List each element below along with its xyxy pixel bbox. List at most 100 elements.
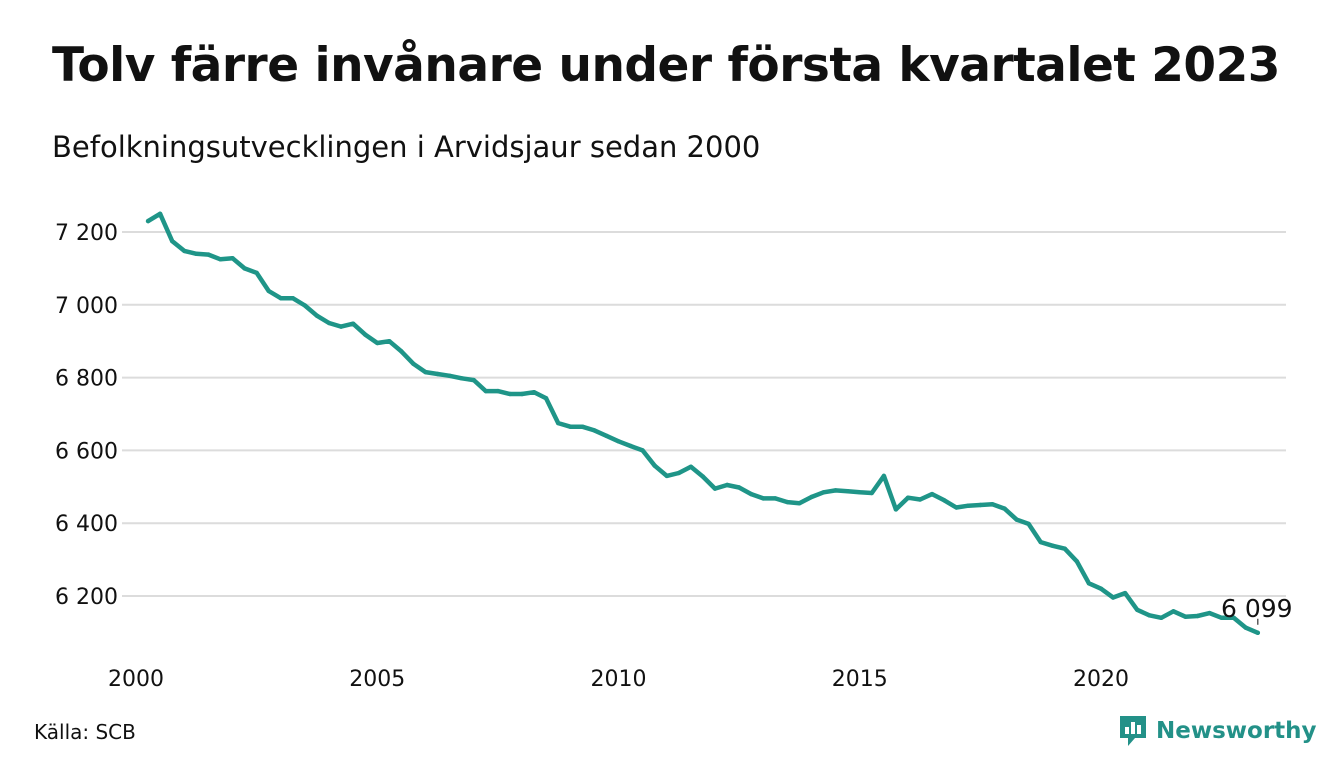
data-point (242, 266, 247, 271)
data-point (869, 490, 874, 496)
data-point (652, 463, 657, 468)
data-point (326, 320, 332, 326)
data-point (1014, 517, 1019, 522)
data-point (230, 256, 235, 261)
data-point (821, 490, 826, 495)
y-tick-label: 7 200 (55, 221, 118, 246)
y-tick-label: 6 800 (55, 367, 118, 392)
data-point (363, 332, 368, 337)
y-tick-label: 6 400 (55, 512, 118, 537)
data-point (1050, 543, 1056, 548)
data-point (1002, 506, 1007, 511)
data-point (194, 251, 199, 256)
data-point (543, 396, 549, 401)
data-point (218, 257, 223, 262)
data-point (809, 494, 814, 500)
data-point (1195, 613, 1200, 619)
data-point (1159, 615, 1164, 620)
data-point (616, 439, 621, 444)
source-label: Källa: SCB (34, 720, 136, 744)
data-point (1147, 613, 1152, 618)
data-point (845, 489, 850, 494)
data-point (797, 501, 802, 506)
data-point (785, 499, 790, 505)
data-point (773, 496, 778, 501)
data-point (290, 296, 295, 301)
series-line (145, 211, 1261, 636)
data-point (423, 369, 428, 375)
data-point (724, 482, 730, 488)
data-point (495, 388, 501, 394)
data-point (1255, 630, 1261, 635)
data-point (833, 488, 838, 493)
data-point (157, 211, 163, 216)
x-tick-label: 2005 (349, 667, 405, 692)
y-tick-label: 6 200 (55, 585, 118, 610)
data-point (1086, 581, 1092, 586)
data-point (519, 391, 525, 397)
data-point (688, 464, 694, 469)
data-point (145, 218, 151, 224)
data-point (592, 428, 597, 433)
data-point (399, 349, 404, 354)
data-point (664, 473, 669, 479)
data-point (507, 391, 513, 397)
data-point (483, 388, 488, 394)
newsworthy-logo-icon (1120, 716, 1146, 746)
gridlines (122, 231, 1286, 597)
data-point (905, 495, 911, 500)
data-point (254, 270, 259, 275)
data-point (1183, 614, 1188, 619)
data-point (568, 424, 573, 429)
data-point (990, 502, 995, 507)
chart-subtitle: Befolkningsutvecklingen i Arvidsjaur sed… (52, 130, 761, 164)
data-point (1110, 595, 1116, 600)
data-point (966, 503, 971, 508)
x-axis-tick-labels: 2000 2005 2010 2015 2020 (108, 667, 1129, 692)
data-point (387, 339, 392, 344)
y-axis-tick-labels: 6 200 6 400 6 600 6 800 7 000 7 200 (55, 221, 118, 610)
data-point (1219, 615, 1224, 620)
brand-logo[interactable]: Newsworthy (1118, 714, 1317, 748)
data-point (170, 238, 175, 244)
data-point (1026, 521, 1031, 527)
data-point (857, 490, 862, 495)
series-layer (145, 211, 1261, 636)
data-point (459, 376, 464, 381)
data-point (302, 303, 308, 308)
data-point (917, 497, 923, 502)
data-point (580, 424, 585, 429)
x-tick-label: 2000 (108, 667, 164, 692)
data-point (266, 288, 271, 294)
x-tick-label: 2020 (1073, 667, 1129, 692)
data-point (640, 448, 645, 453)
data-point (411, 361, 416, 366)
data-point (182, 248, 187, 254)
data-point (700, 474, 706, 479)
data-point (435, 371, 440, 377)
data-point (628, 443, 633, 449)
data-point (929, 491, 935, 497)
data-point (278, 296, 283, 301)
data-point (1207, 610, 1212, 616)
data-point (1122, 590, 1128, 596)
data-point (712, 486, 718, 491)
x-tick-label: 2010 (591, 667, 647, 692)
y-tick-label: 6 600 (55, 439, 118, 464)
data-point (556, 420, 561, 426)
brand-name: Newsworthy (1156, 718, 1317, 744)
data-point (604, 433, 609, 438)
x-tick-label: 2015 (832, 667, 888, 692)
annotation-layer: 6 099 (1221, 594, 1293, 625)
data-point (338, 324, 344, 329)
data-point (881, 473, 887, 479)
data-point (206, 252, 211, 257)
data-point (1062, 546, 1068, 551)
data-point (531, 390, 537, 395)
data-point (1074, 559, 1080, 564)
data-point (1243, 625, 1249, 630)
data-point (1098, 586, 1104, 591)
data-point (736, 485, 742, 490)
data-point (1171, 609, 1176, 614)
